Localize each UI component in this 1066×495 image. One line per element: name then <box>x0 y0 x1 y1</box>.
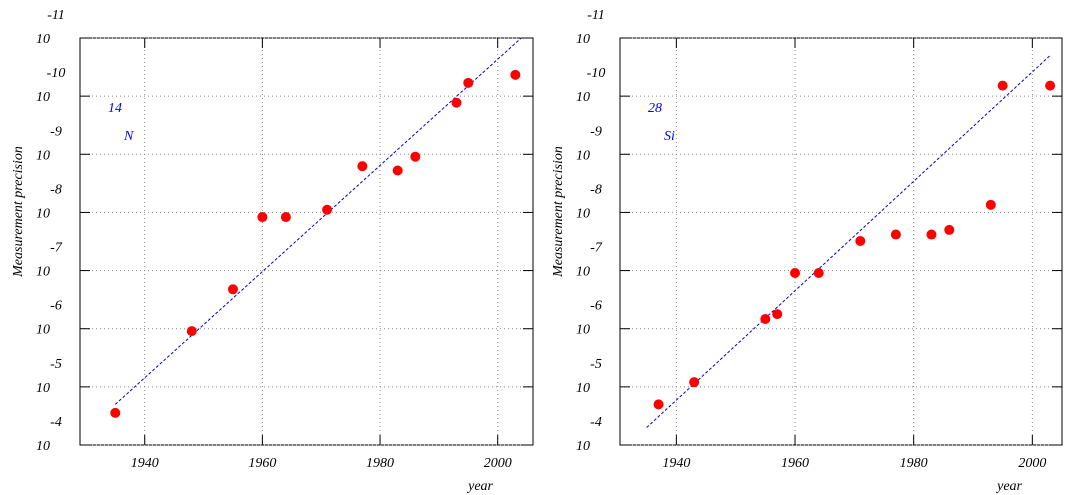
y-tick-label: 10 <box>576 323 590 338</box>
data-point <box>1045 80 1056 91</box>
y-tick-exponent: -10 <box>587 66 606 81</box>
y-tick-exponent: -11 <box>47 8 65 23</box>
x-tick-label: 1960 <box>781 456 809 471</box>
x-tick-label: 1940 <box>131 456 159 471</box>
data-point <box>510 69 521 80</box>
data-point <box>257 212 268 223</box>
x-axis-label: year <box>466 479 493 494</box>
y-tick-label: 10 <box>36 439 50 454</box>
data-point <box>463 77 474 88</box>
y-tick-label: 10 <box>36 32 50 47</box>
y-tick-label: 10 <box>576 148 590 163</box>
data-point <box>689 377 700 388</box>
y-tick-label: 10 <box>36 206 50 221</box>
y-tick-exponent: -4 <box>590 415 602 430</box>
data-point <box>813 267 824 278</box>
y-tick-exponent: -9 <box>50 124 62 139</box>
data-point <box>322 204 333 215</box>
fit-line <box>646 55 1051 428</box>
y-tick-exponent: -11 <box>587 8 605 23</box>
plot-frame <box>79 37 534 446</box>
data-point <box>280 212 291 223</box>
y-tick-label: 10 <box>36 381 50 396</box>
data-point <box>392 165 403 176</box>
y-tick-exponent: -6 <box>590 299 602 314</box>
data-point <box>227 284 238 295</box>
data-point <box>760 313 771 324</box>
y-tick-label: 10 <box>576 439 590 454</box>
annotation-superscript: 28 <box>648 101 662 116</box>
data-point <box>772 309 783 320</box>
data-point <box>926 229 937 240</box>
data-point <box>110 407 121 418</box>
y-tick-exponent: -6 <box>50 299 62 314</box>
y-tick-exponent: -5 <box>590 357 602 372</box>
x-tick-label: 1960 <box>248 456 276 471</box>
data-point <box>790 267 801 278</box>
y-tick-exponent: -5 <box>50 357 62 372</box>
y-tick-exponent: -7 <box>590 241 603 256</box>
y-tick-label: 10 <box>576 206 590 221</box>
data-point <box>357 161 368 172</box>
y-tick-exponent: -4 <box>50 415 62 430</box>
data-point <box>653 399 664 410</box>
data-point <box>944 224 955 235</box>
y-tick-label: 10 <box>576 90 590 105</box>
y-tick-exponent: -7 <box>50 241 63 256</box>
y-tick-label: 10 <box>576 32 590 47</box>
y-axis-label: Measurement precision <box>11 146 26 278</box>
x-tick-label: 1980 <box>900 456 928 471</box>
y-tick-label: 10 <box>36 323 50 338</box>
y-tick-label: 10 <box>576 265 590 280</box>
y-tick-label: 10 <box>576 381 590 396</box>
data-point <box>985 199 996 210</box>
data-point <box>451 97 462 108</box>
x-axis-label: year <box>995 479 1022 494</box>
y-tick-exponent: -10 <box>47 66 66 81</box>
data-point <box>997 80 1008 91</box>
annotation-superscript: 14 <box>108 101 122 116</box>
x-tick-label: 2000 <box>1018 456 1046 471</box>
x-tick-label: 1940 <box>662 456 690 471</box>
y-axis-label: Measurement precision <box>551 146 566 278</box>
y-tick-label: 10 <box>36 148 50 163</box>
y-tick-label: 10 <box>36 90 50 105</box>
y-tick-exponent: -9 <box>590 124 602 139</box>
annotation: N <box>123 129 134 144</box>
y-tick-label: 10 <box>36 265 50 280</box>
data-point <box>890 229 901 240</box>
x-tick-label: 2000 <box>484 456 512 471</box>
annotation: Si <box>664 129 675 144</box>
x-tick-label: 1980 <box>366 456 394 471</box>
fit-line <box>114 37 522 405</box>
plot-frame <box>619 37 1063 446</box>
y-tick-exponent: -8 <box>50 182 62 197</box>
data-point <box>186 326 197 337</box>
y-tick-exponent: -8 <box>590 182 602 197</box>
data-point <box>410 151 421 162</box>
data-point <box>855 235 866 246</box>
